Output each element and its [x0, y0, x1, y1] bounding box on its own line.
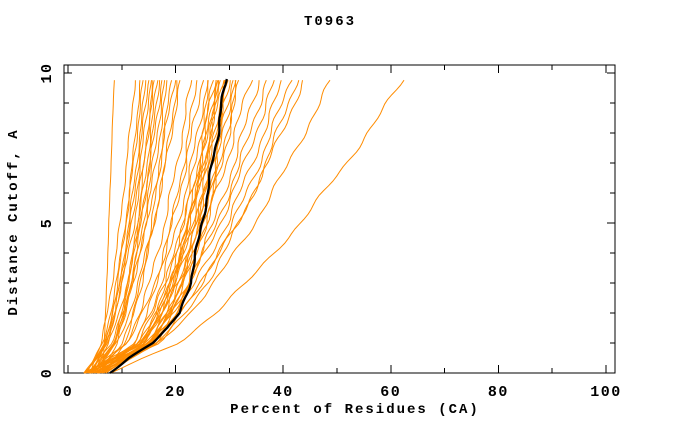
- model-line: [89, 80, 303, 374]
- model-line: [94, 80, 166, 374]
- x-tick-label: 40: [273, 384, 294, 401]
- x-tick-label: 60: [380, 384, 401, 401]
- model-line: [93, 80, 237, 374]
- model-line: [91, 80, 159, 374]
- x-tick-label: 80: [488, 384, 509, 401]
- model-line: [83, 80, 150, 374]
- median-line: [109, 78, 228, 374]
- model-line: [85, 80, 155, 374]
- model-line: [83, 80, 163, 374]
- model-line: [88, 80, 168, 374]
- model-line: [88, 80, 225, 374]
- model-line: [101, 79, 293, 374]
- model-line: [96, 80, 209, 374]
- model-line: [95, 80, 226, 374]
- plot-frame: [63, 64, 616, 374]
- model-line: [94, 80, 147, 374]
- model-line: [97, 80, 275, 374]
- chart-title: T0963: [303, 14, 356, 30]
- model-line: [91, 80, 181, 374]
- x-tick-label: 20: [165, 384, 186, 401]
- model-line: [89, 80, 152, 374]
- model-line: [101, 80, 173, 374]
- x-axis-label: Percent of Residues (CA): [230, 402, 480, 418]
- y-tick-label: 0: [39, 368, 56, 379]
- model-line: [97, 80, 300, 374]
- model-line: [110, 79, 405, 374]
- y-tick-label: 5: [39, 218, 56, 229]
- model-line: [87, 80, 177, 374]
- x-tick-label: 100: [590, 384, 622, 401]
- model-line: [88, 80, 193, 374]
- model-line: [84, 80, 217, 374]
- model-line: [89, 80, 136, 374]
- model-line: [86, 80, 144, 374]
- model-line: [87, 80, 205, 374]
- y-tick-label: 10: [39, 62, 56, 83]
- model-line: [102, 80, 115, 374]
- model-line: [98, 79, 331, 374]
- x-tick-label: 0: [63, 384, 74, 401]
- model-line: [85, 80, 282, 374]
